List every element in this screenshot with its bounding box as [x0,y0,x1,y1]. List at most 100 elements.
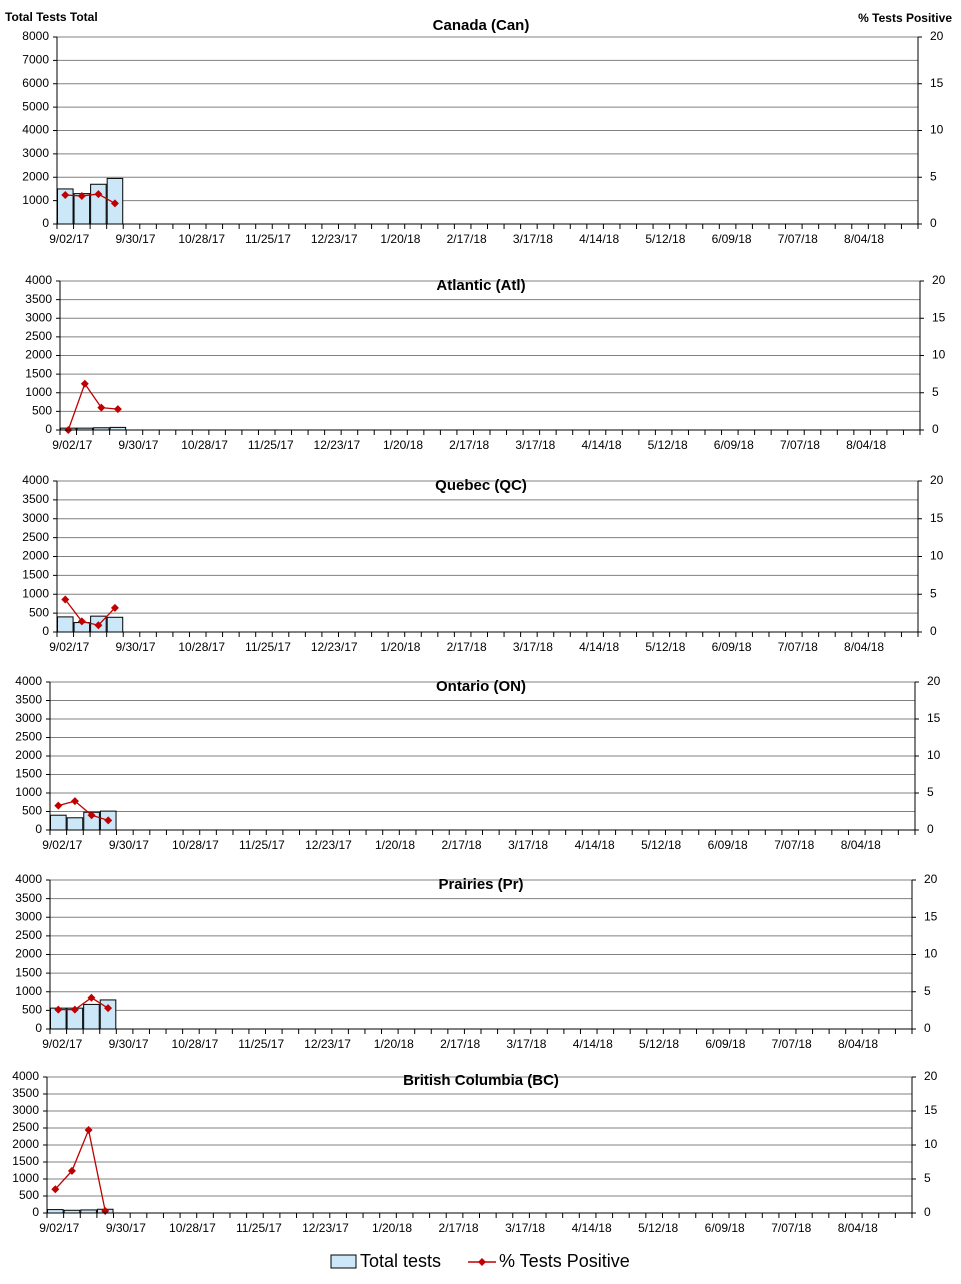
y-tick-label: 3000 [15,909,42,923]
y-tick-label: 2000 [25,348,52,362]
x-tick-label: 10/28/17 [172,838,219,852]
x-tick-label: 5/12/18 [648,438,688,452]
x-tick-label: 9/02/17 [42,838,82,852]
y2-tick-label: 15 [930,511,944,525]
y-tick-label: 2000 [15,748,42,762]
x-tick-label: 10/28/17 [178,640,225,654]
y2-axis-title: % Tests Positive [858,11,952,25]
line-marker [51,1185,60,1194]
chart-title: Atlantic (Atl) [436,277,525,294]
x-tick-label: 4/14/18 [573,1037,613,1051]
x-tick-label: 1/20/18 [383,438,423,452]
chart-title: Ontario (ON) [436,678,526,695]
x-tick-label: 12/23/17 [311,640,358,654]
x-tick-label: 5/12/18 [638,1221,678,1235]
x-tick-label: 5/12/18 [645,640,685,654]
x-tick-label: 5/12/18 [641,838,681,852]
line [54,1127,106,1212]
x-tick-label: 11/25/17 [245,232,291,246]
y-tick-label: 2000 [15,947,42,961]
y-tick-label: 500 [22,804,42,818]
line-marker [113,405,122,414]
y-tick-label: 2500 [15,928,42,942]
y-tick-label: 2500 [15,730,42,744]
y-tick-label: 500 [22,1003,42,1017]
line-marker [94,190,103,199]
legend-label: % Tests Positive [499,1251,630,1271]
x-tick-label: 10/28/17 [169,1221,216,1235]
y-tick-label: 0 [32,1205,39,1219]
y2-tick-label: 20 [924,872,938,886]
y-tick-label: 4000 [12,1069,39,1083]
x-tick-label: 3/17/18 [513,640,553,654]
y2-tick-label: 0 [924,1205,931,1219]
line [58,800,109,822]
x-tick-label: 9/02/17 [42,1037,82,1051]
line-marker [67,1166,76,1175]
y-tick-label: 6000 [22,76,49,90]
x-tick-label: 1/20/18 [380,640,420,654]
y2-tick-label: 0 [924,1021,931,1035]
y-tick-label: 1500 [22,568,49,582]
x-tick-label: 2/17/18 [440,1037,480,1051]
x-tick-label: 1/20/18 [374,1037,414,1051]
line [65,193,116,204]
y-tick-label: 2000 [22,169,49,183]
line-marker [97,403,106,412]
y2-tick-label: 0 [930,216,937,230]
y-tick-label: 0 [42,216,49,230]
x-tick-label: 2/17/18 [447,640,487,654]
x-tick-label: 11/25/17 [236,1221,282,1235]
chart-title: Canada (Can) [433,17,530,34]
bar [50,814,67,831]
x-tick-label: 7/07/18 [772,1037,812,1051]
x-tick-label: 9/02/17 [52,438,92,452]
x-tick-label: 9/30/17 [109,1037,149,1051]
x-tick-label: 10/28/17 [178,232,225,246]
y-tick-label: 3000 [22,511,49,525]
line-marker [110,603,119,612]
y2-tick-label: 20 [930,473,944,487]
x-tick-label: 2/17/18 [447,232,487,246]
y-tick-label: 2000 [12,1137,39,1151]
bar [57,616,74,633]
legend-bar-swatch [330,1254,357,1269]
x-tick-label: 7/07/18 [778,232,818,246]
y2-tick-label: 5 [924,1171,931,1185]
x-tick-label: 12/23/17 [314,438,361,452]
line-marker [84,1126,93,1135]
y-axis-title: Total Tests Total [5,10,98,24]
line-marker [104,816,113,825]
y2-tick-label: 20 [932,273,946,287]
x-tick-label: 7/07/18 [771,1221,811,1235]
y-tick-label: 1000 [15,984,42,998]
bar [83,1003,100,1030]
y-tick-label: 0 [42,624,49,638]
x-tick-label: 4/14/18 [579,640,619,654]
x-tick-label: 6/09/18 [714,438,754,452]
x-tick-label: 6/09/18 [712,232,752,246]
y2-tick-label: 10 [930,549,944,563]
x-tick-label: 1/20/18 [375,838,415,852]
y-tick-label: 500 [32,404,52,418]
x-tick-label: 7/07/18 [778,640,818,654]
y2-tick-label: 15 [932,310,946,324]
y-tick-label: 1000 [15,785,42,799]
y-tick-label: 3500 [15,891,42,905]
x-tick-label: 5/12/18 [645,232,685,246]
y2-tick-label: 0 [927,822,934,836]
x-tick-label: 9/30/17 [106,1221,146,1235]
y2-tick-label: 20 [930,29,944,43]
y2-tick-label: 10 [932,348,946,362]
x-tick-label: 5/12/18 [639,1037,679,1051]
x-tick-label: 1/20/18 [372,1221,412,1235]
x-tick-label: 3/17/18 [505,1221,545,1235]
line-marker [70,797,79,806]
x-tick-label: 12/23/17 [305,838,352,852]
y2-tick-label: 15 [924,909,938,923]
x-tick-label: 11/25/17 [245,640,291,654]
y-tick-label: 1000 [22,586,49,600]
x-tick-label: 10/28/17 [172,1037,219,1051]
line-marker [87,993,96,1002]
x-tick-label: 8/04/18 [841,838,881,852]
